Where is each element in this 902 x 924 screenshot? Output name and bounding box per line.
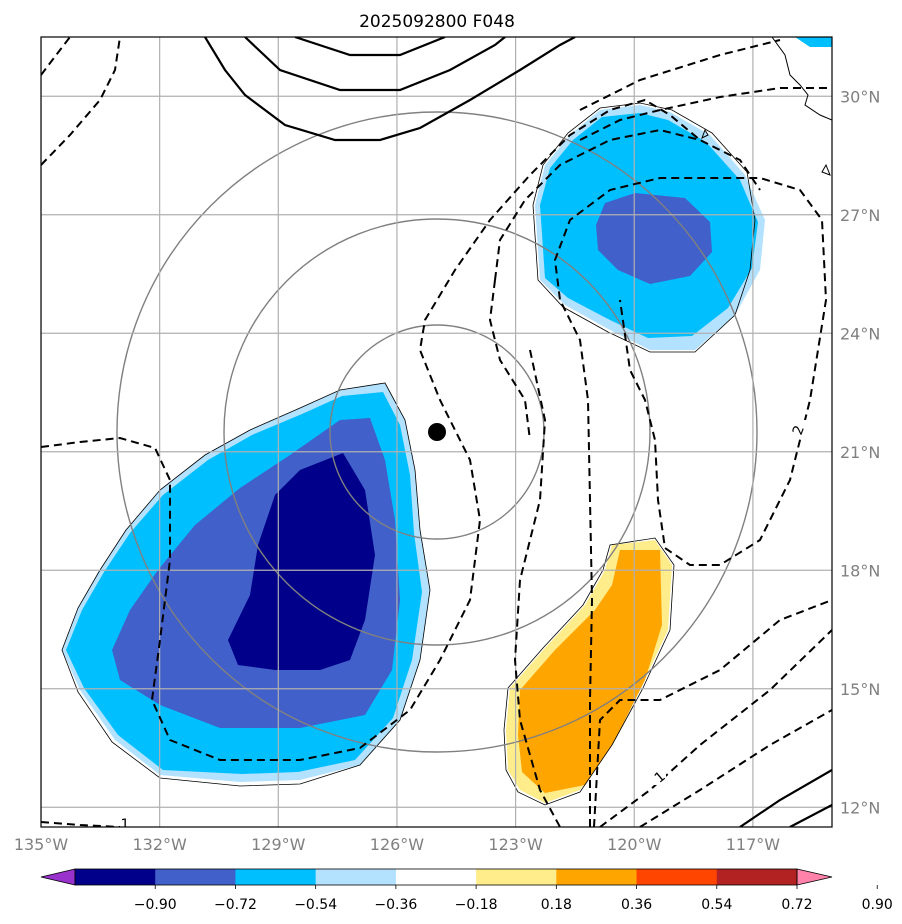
colorbar-tick-label: −0.18 (455, 897, 498, 913)
colorbar-tick-label: 0.18 (541, 897, 572, 913)
y-axis-ticks: 30°N 27°N 24°N 21°N 18°N 15°N 12°N (840, 87, 880, 817)
colorbar-tick-label: 0.72 (781, 897, 812, 913)
colorbar-segment (636, 869, 718, 885)
x-axis-ticks: 135°W 132°W 129°W 126°W 123°W 120°W 117°W (14, 835, 780, 854)
colorbar-tick-label: −0.90 (134, 897, 177, 913)
map-panel: 2 1 1 (41, 37, 832, 833)
colorbar-tick-label: 0.36 (621, 897, 652, 913)
y-tick-label: 30°N (840, 87, 880, 106)
x-tick-label: 129°W (251, 835, 306, 854)
colorbar-segment (476, 869, 557, 885)
y-tick-label: 27°N (840, 206, 880, 225)
colorbar-extend-max (796, 868, 833, 886)
contour-label: 1 (121, 817, 130, 833)
solid-contours (204, 37, 832, 827)
contour-labels: 2 1 1 (121, 420, 808, 833)
range-ring-3 (116, 111, 758, 753)
y-tick-label: 12°N (840, 798, 880, 817)
colorbar-segment (75, 869, 156, 885)
x-tick-label: 126°W (370, 835, 425, 854)
x-tick-label: 120°W (607, 835, 662, 854)
colorbar-segment (716, 869, 798, 885)
y-tick-label: 15°N (840, 680, 880, 699)
dashed-contours (41, 37, 832, 827)
x-tick-label: 132°W (132, 835, 187, 854)
colorbar-tick-label: −0.36 (374, 897, 417, 913)
y-tick-label: 18°N (840, 561, 880, 580)
x-tick-label: 135°W (14, 835, 69, 854)
colorbar-segment (235, 869, 317, 885)
range-rings (116, 111, 758, 753)
anomaly-fill-west-core (228, 453, 375, 670)
range-ring-2 (223, 218, 651, 646)
colorbar: −0.90 −0.72 −0.54 −0.36 −0.18 0.18 0.36 0.54 0.7… (40, 868, 893, 913)
colorbar-segment (556, 869, 638, 885)
plot-frame (40, 36, 833, 828)
anomaly-fill-ne-strong (596, 193, 712, 284)
y-tick-label: 24°N (840, 324, 880, 343)
shading-outline (61, 102, 756, 806)
chart-title: 2025092800 F048 (359, 12, 515, 32)
colorbar-tick-label: 0.90 (862, 897, 893, 913)
colorbar-tick-label: −0.54 (294, 897, 337, 913)
colorbar-segment (395, 869, 477, 885)
colorbar-segment (315, 869, 397, 885)
gridlines (41, 37, 832, 827)
anomaly-fill-se-core (518, 550, 662, 793)
colorbar-segment (155, 869, 236, 885)
x-tick-label: 123°W (488, 835, 543, 854)
colorbar-frame (74, 868, 798, 886)
colorbar-tick-label: 0.54 (701, 897, 732, 913)
storm-center-marker (428, 423, 446, 441)
colorbar-tick-label: −0.72 (214, 897, 257, 913)
coastline (701, 37, 832, 176)
y-tick-label: 21°N (840, 443, 880, 462)
x-tick-label: 117°W (726, 835, 781, 854)
anomaly-fill-corner (795, 37, 832, 47)
colorbar-extend-min (40, 868, 76, 886)
